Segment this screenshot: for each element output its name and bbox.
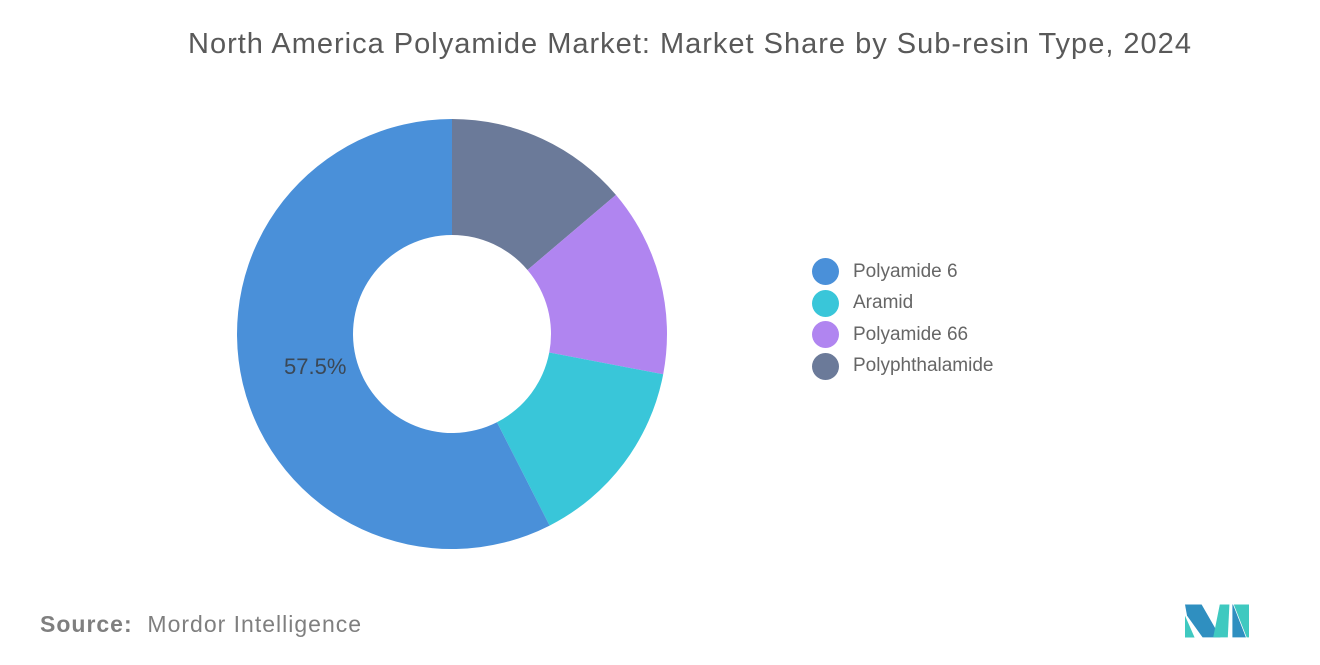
svg-text:57.5%: 57.5% [284,354,346,379]
